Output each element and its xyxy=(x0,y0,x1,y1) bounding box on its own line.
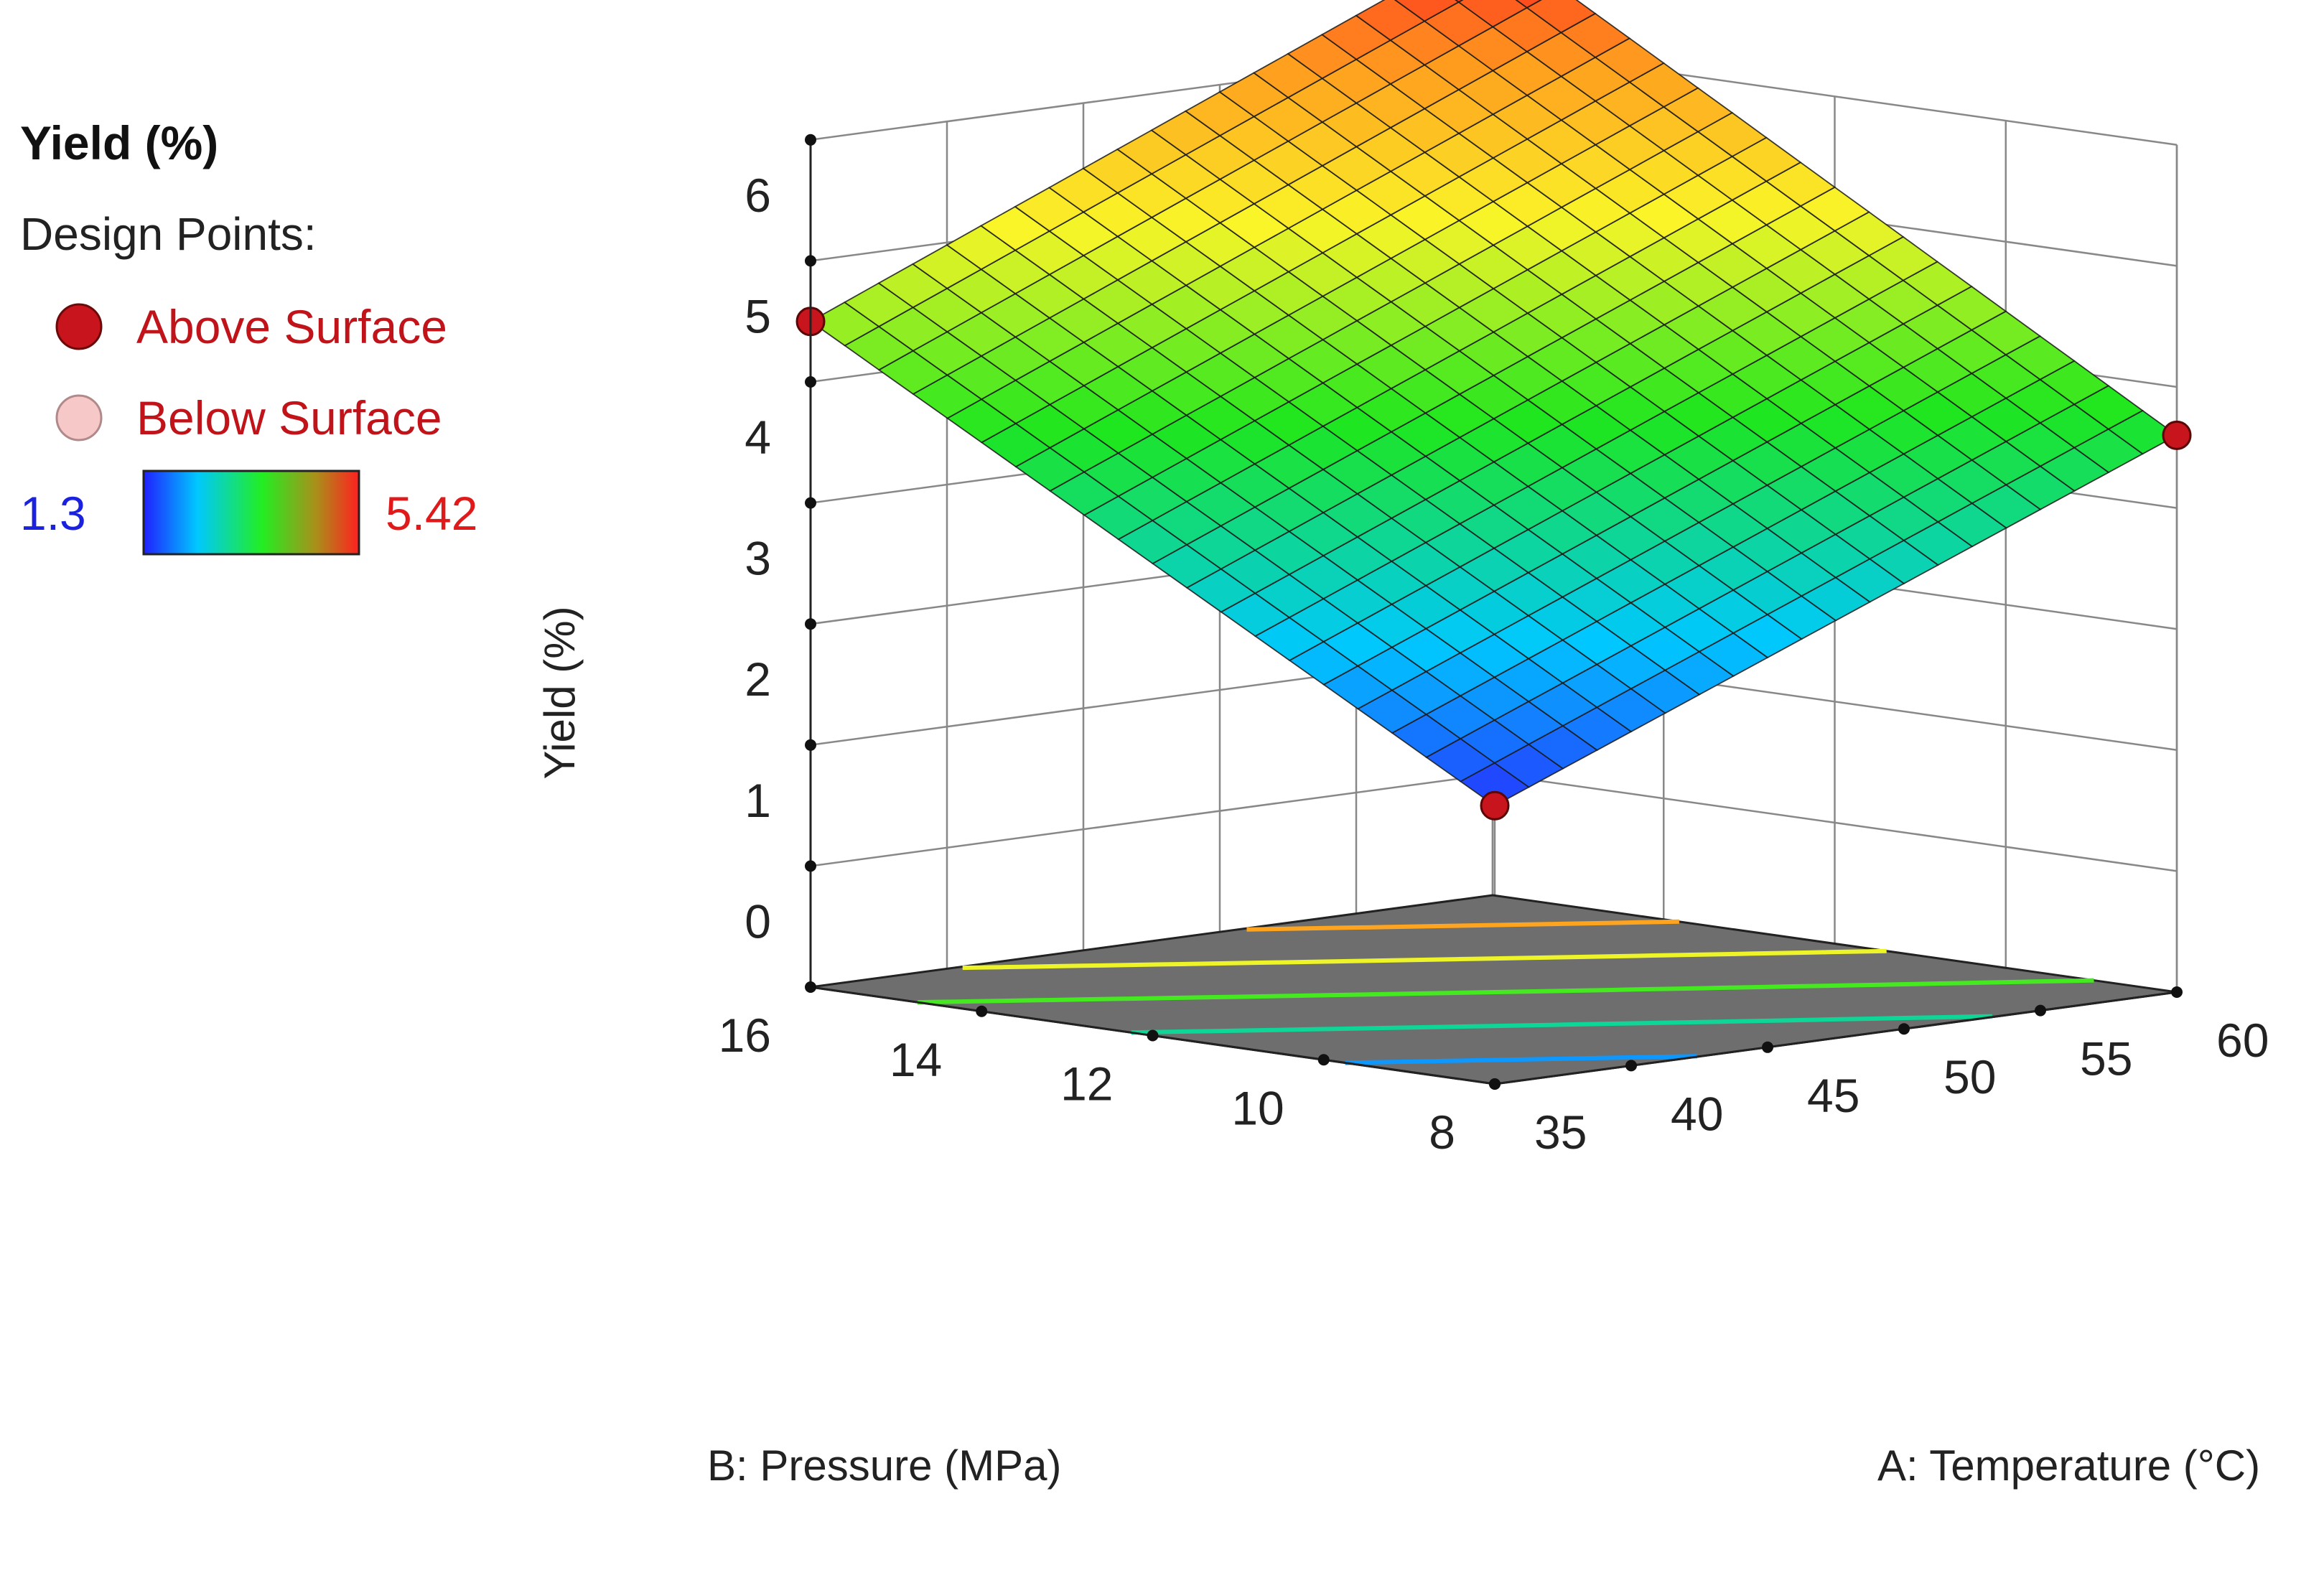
above-surface-marker xyxy=(55,303,103,350)
legend-title: Yield (%) xyxy=(20,116,218,169)
contour-line xyxy=(1345,1054,1698,1065)
z-tick-label: 1 xyxy=(745,774,771,827)
y-tick-mark xyxy=(976,1005,988,1017)
contour-line xyxy=(917,978,2094,1005)
x-tick-mark xyxy=(1898,1023,1910,1035)
yield-surface xyxy=(809,0,2178,807)
x-tick-label: 45 xyxy=(1807,1069,1859,1122)
surface-cell xyxy=(1394,0,1460,22)
x-tick-mark xyxy=(2035,1004,2046,1017)
contour-line xyxy=(1131,1014,1992,1035)
legend-item-above: Above Surface xyxy=(136,300,447,353)
y-tick-mark xyxy=(1147,1029,1159,1042)
y-tick-label: 10 xyxy=(1231,1081,1284,1134)
legend: Yield (%) Design Points: Above Surface B… xyxy=(20,116,477,556)
y-tick-label: 8 xyxy=(1429,1106,1455,1159)
legend-item-below: Below Surface xyxy=(136,391,442,444)
x-tick-label: 55 xyxy=(2080,1032,2132,1085)
colorbar-min-label: 1.3 xyxy=(20,487,86,540)
y-axis-label: B: Pressure (MPa) xyxy=(707,1442,1061,1490)
x-tick-mark xyxy=(1625,1060,1637,1072)
design-point xyxy=(2162,420,2192,450)
y-tick-mark xyxy=(1317,1054,1330,1066)
design-points xyxy=(795,307,2192,821)
y-tick-mark xyxy=(1489,1078,1501,1090)
floor-contours xyxy=(917,919,2094,1065)
z-tick-label: 4 xyxy=(745,411,771,464)
z-tick-mark xyxy=(805,618,816,630)
z-tick-mark xyxy=(805,497,816,509)
z-tick-mark xyxy=(805,255,816,267)
z-tick-label: 6 xyxy=(745,169,771,222)
surface-cell xyxy=(1526,0,1597,34)
z-tick-mark xyxy=(805,376,816,388)
x-tick-mark xyxy=(1762,1041,1773,1053)
below-surface-marker xyxy=(55,394,103,442)
x-tick-label: 50 xyxy=(1943,1050,1996,1103)
y-tick-label: 12 xyxy=(1060,1057,1113,1111)
z-tick-label: 3 xyxy=(745,532,771,585)
x-tick-label: 60 xyxy=(2216,1014,2269,1067)
y-tick-label: 16 xyxy=(719,1009,771,1062)
surface-cell xyxy=(1355,0,1426,42)
y-tick-mark xyxy=(805,981,816,993)
y-tick-label: 14 xyxy=(890,1033,942,1086)
z-tick-mark xyxy=(805,739,816,751)
surface-cell xyxy=(1515,0,1542,9)
surface-cell xyxy=(1455,0,1464,3)
z-tick-label: 5 xyxy=(745,289,771,342)
z-tick-label: 2 xyxy=(745,653,771,706)
x-tick-label: 40 xyxy=(1671,1087,1723,1140)
axis-line xyxy=(1494,991,2178,1085)
contour-line xyxy=(1246,919,1679,932)
colorbar-max-label: 5.42 xyxy=(386,487,477,540)
x-tick-mark xyxy=(2171,986,2183,998)
x-axis-label: A: Temperature (°C) xyxy=(1877,1442,2260,1490)
z-tick-mark xyxy=(805,134,816,146)
x-tick-label: 35 xyxy=(1534,1106,1587,1159)
legend-subtitle: Design Points: xyxy=(20,208,317,260)
z-tick-mark xyxy=(805,860,816,872)
surface-cell xyxy=(1457,0,1529,28)
colorbar xyxy=(142,470,360,556)
z-axis-label: Yield (%) xyxy=(536,606,584,779)
z-tick-label: 0 xyxy=(745,894,771,948)
design-point xyxy=(1480,790,1510,821)
contour-line xyxy=(962,948,1887,971)
